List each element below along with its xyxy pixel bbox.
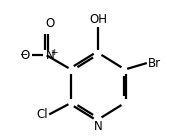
Text: Br: Br (148, 57, 161, 70)
Text: O: O (45, 17, 54, 30)
Text: N: N (94, 120, 102, 133)
Text: −: − (20, 50, 28, 60)
Text: +: + (50, 48, 57, 57)
Text: O: O (20, 49, 29, 62)
Text: N: N (45, 49, 54, 62)
Text: OH: OH (89, 13, 107, 26)
Text: Cl: Cl (36, 108, 48, 121)
